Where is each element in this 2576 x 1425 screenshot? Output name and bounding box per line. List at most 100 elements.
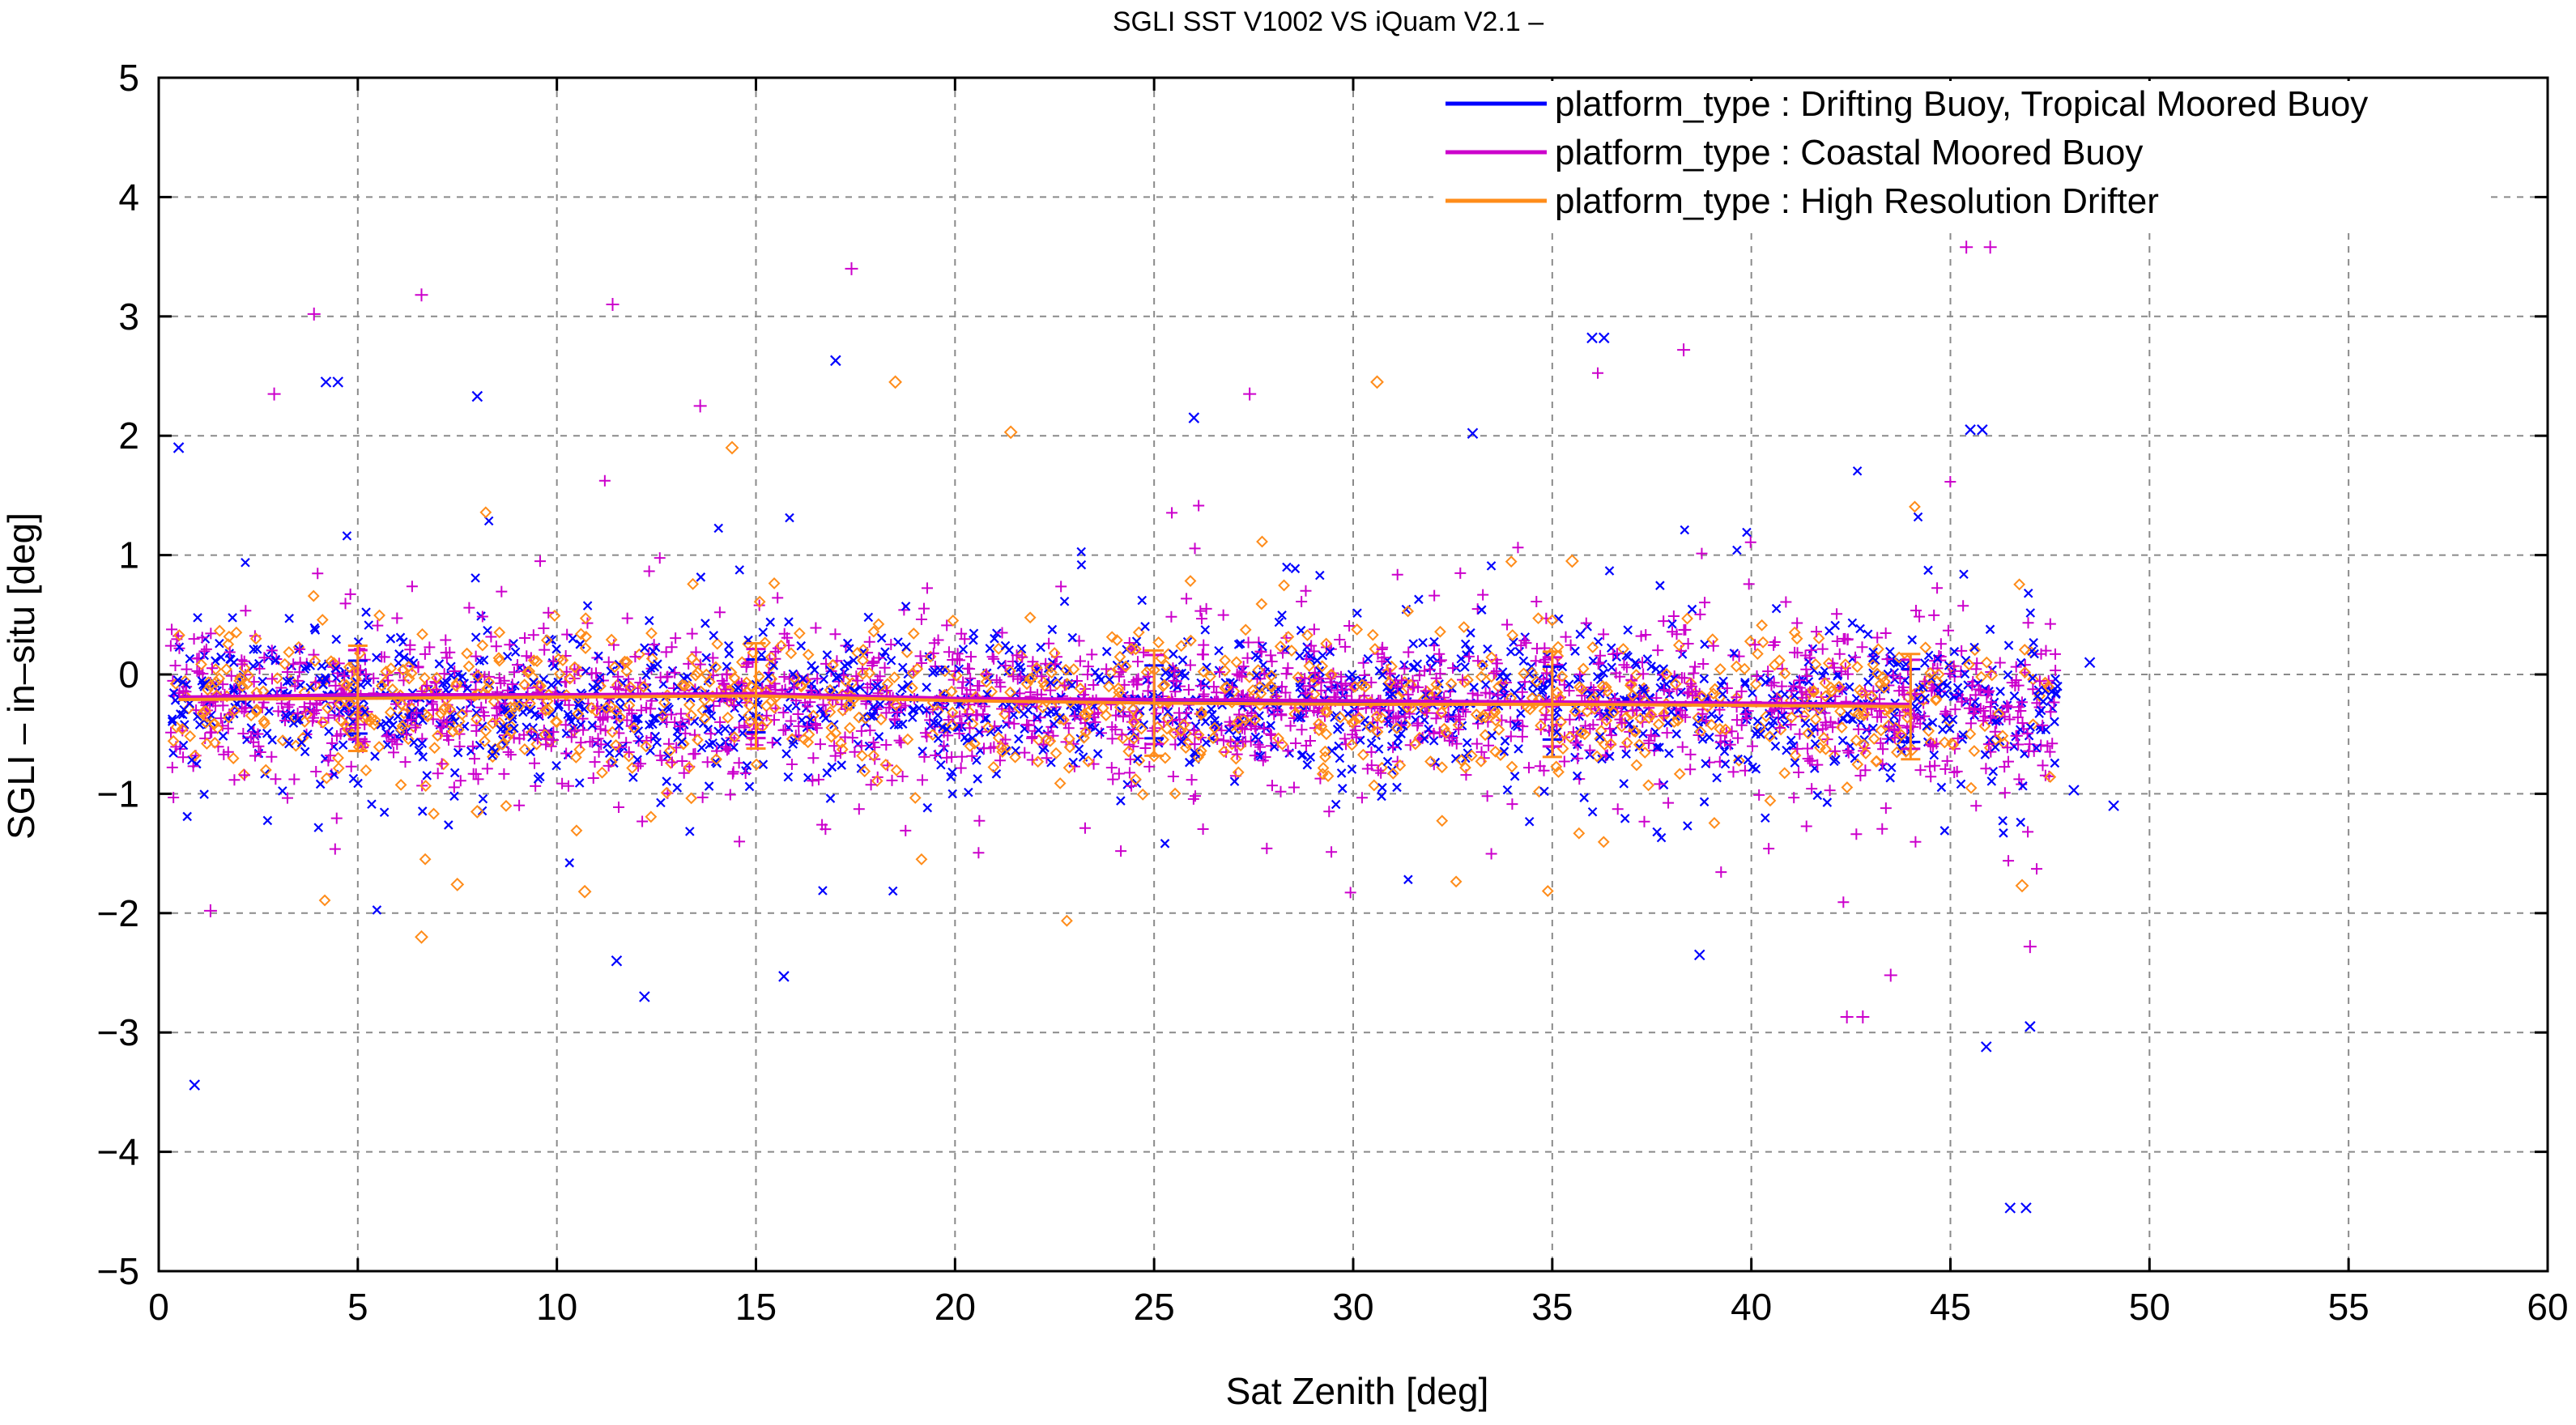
- point-coastal-moored-buoy: [2044, 618, 2056, 630]
- point-drifting-buoy: [639, 991, 650, 1002]
- point-drifting-buoy: [2016, 657, 2026, 668]
- point-high-resolution-drifter: [1751, 648, 1764, 660]
- point-coastal-moored-buoy: [1471, 738, 1483, 750]
- point-coastal-moored-buoy: [1249, 721, 1261, 733]
- point-drifting-buoy: [765, 617, 775, 627]
- point-coastal-moored-buoy: [1592, 367, 1604, 379]
- point-coastal-moored-buoy: [1820, 717, 1832, 729]
- point-high-resolution-drifter: [1692, 711, 1705, 724]
- point-high-resolution-drifter: [1642, 712, 1655, 725]
- point-high-resolution-drifter: [802, 736, 815, 749]
- point-coastal-moored-buoy: [199, 732, 211, 744]
- point-high-resolution-drifter: [1445, 678, 1458, 690]
- point-drifting-buoy: [1210, 720, 1220, 730]
- point-coastal-moored-buoy: [1924, 739, 1936, 751]
- point-high-resolution-drifter: [1475, 670, 1488, 683]
- point-drifting-buoy: [331, 634, 342, 644]
- point-high-resolution-drifter: [711, 637, 724, 650]
- point-high-resolution-drifter: [750, 758, 763, 771]
- point-high-resolution-drifter: [890, 764, 903, 776]
- point-coastal-moored-buoy: [294, 643, 306, 655]
- point-high-resolution-drifter: [807, 709, 820, 722]
- point-coastal-moored-buoy: [1395, 674, 1407, 687]
- point-high-resolution-drifter: [605, 633, 618, 646]
- point-drifting-buoy: [1663, 718, 1673, 728]
- point-coastal-moored-buoy: [1457, 704, 1469, 716]
- point-drifting-buoy: [1697, 734, 1708, 744]
- point-coastal-moored-buoy: [952, 648, 964, 660]
- point-drifting-buoy: [252, 644, 262, 654]
- point-drifting-buoy: [863, 612, 874, 623]
- point-high-resolution-drifter: [201, 738, 213, 750]
- point-coastal-moored-buoy: [1166, 507, 1178, 519]
- point-drifting-buoy: [764, 671, 773, 681]
- point-drifting-buoy: [1055, 712, 1065, 723]
- point-high-resolution-drifter: [986, 685, 998, 698]
- point-coastal-moored-buoy: [419, 648, 431, 660]
- point-drifting-buoy: [1837, 735, 1848, 746]
- point-coastal-moored-buoy: [1768, 677, 1780, 689]
- point-coastal-moored-buoy: [1058, 679, 1071, 691]
- point-drifting-buoy: [1575, 629, 1586, 640]
- point-coastal-moored-buoy: [1531, 595, 1543, 607]
- point-coastal-moored-buoy: [1572, 752, 1584, 764]
- point-coastal-moored-buoy: [1434, 655, 1446, 667]
- point-coastal-moored-buoy: [879, 661, 891, 674]
- point-high-resolution-drifter: [1978, 720, 1991, 733]
- point-drifting-buoy: [444, 820, 453, 830]
- point-high-resolution-drifter: [1756, 636, 1769, 649]
- point-coastal-moored-buoy: [1132, 656, 1144, 668]
- point-high-resolution-drifter: [1833, 680, 1846, 693]
- point-coastal-moored-buoy: [1217, 734, 1229, 747]
- point-coastal-moored-buoy: [1520, 637, 1532, 649]
- point-drifting-buoy: [650, 713, 661, 723]
- point-coastal-moored-buoy: [1765, 679, 1778, 691]
- point-coastal-moored-buoy: [1485, 848, 1497, 860]
- point-drifting-buoy: [296, 738, 307, 747]
- point-coastal-moored-buoy: [405, 713, 417, 725]
- point-coastal-moored-buoy: [921, 582, 933, 594]
- point-coastal-moored-buoy: [493, 672, 505, 684]
- point-drifting-buoy: [856, 764, 866, 773]
- point-drifting-buoy: [1292, 712, 1303, 723]
- point-drifting-buoy: [973, 774, 982, 784]
- point-coastal-moored-buoy: [1331, 684, 1343, 696]
- point-drifting-buoy: [1092, 749, 1103, 759]
- point-coastal-moored-buoy: [1045, 684, 1057, 696]
- point-coastal-moored-buoy: [1280, 668, 1292, 680]
- point-coastal-moored-buoy: [678, 767, 690, 779]
- point-coastal-moored-buoy: [448, 781, 460, 793]
- point-coastal-moored-buoy: [481, 763, 493, 775]
- point-drifting-buoy: [2084, 657, 2096, 669]
- point-coastal-moored-buoy: [1833, 648, 1846, 660]
- point-high-resolution-drifter: [1599, 681, 1612, 694]
- point-high-resolution-drifter: [373, 741, 385, 753]
- point-drifting-buoy: [553, 702, 564, 712]
- point-drifting-buoy: [1514, 744, 1523, 754]
- point-drifting-buoy: [1920, 693, 1930, 704]
- point-drifting-buoy: [551, 644, 561, 654]
- point-high-resolution-drifter: [316, 614, 329, 626]
- point-coastal-moored-buoy: [562, 780, 574, 792]
- point-drifting-buoy: [788, 739, 798, 749]
- error-bar: [746, 642, 766, 751]
- point-high-resolution-drifter: [879, 758, 892, 771]
- point-coastal-moored-buoy: [1831, 636, 1843, 648]
- point-coastal-moored-buoy: [1652, 644, 1664, 657]
- point-coastal-moored-buoy: [181, 663, 193, 675]
- point-coastal-moored-buoy: [986, 651, 998, 663]
- point-high-resolution-drifter: [1707, 687, 1720, 700]
- point-drifting-buoy: [837, 760, 846, 770]
- point-coastal-moored-buoy: [390, 698, 402, 710]
- point-high-resolution-drifter: [548, 610, 561, 622]
- point-high-resolution-drifter: [1638, 747, 1651, 759]
- y-tick-label: 1: [118, 534, 139, 576]
- point-high-resolution-drifter: [1063, 741, 1076, 754]
- point-high-resolution-drifter: [1383, 676, 1396, 689]
- point-coastal-moored-buoy: [1453, 710, 1465, 722]
- point-coastal-moored-buoy: [641, 734, 653, 747]
- point-coastal-moored-buoy: [2023, 745, 2035, 757]
- point-high-resolution-drifter: [570, 824, 583, 837]
- point-drifting-buoy: [1067, 680, 1077, 691]
- point-coastal-moored-buoy: [505, 749, 517, 761]
